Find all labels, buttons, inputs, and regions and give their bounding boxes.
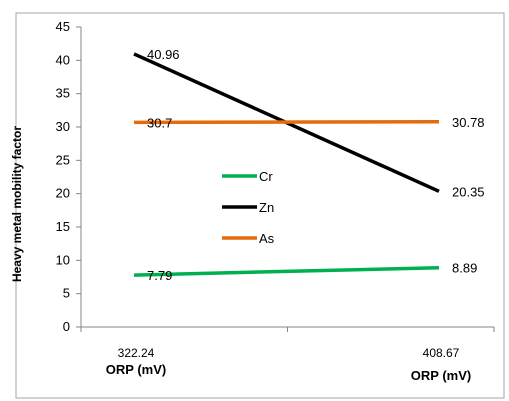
legend-label-as: As [259,231,275,246]
legend-label-cr: Cr [259,169,273,184]
y-tick-label: 20 [56,186,70,201]
chart-border [15,12,505,399]
y-tick-label: 40 [56,52,70,67]
y-axis-title: Heavy metal mobility factor [10,126,24,282]
x-category-label-1: 408.67 [423,346,460,360]
y-tick-label: 30 [56,119,70,134]
x-axis [80,326,495,332]
data-label-as-1: 30.78 [452,115,485,130]
data-label-cr-0: 7.79 [147,268,172,283]
x-category-label-0: 322.24 [118,346,155,360]
x-axis-title-0: ORP (mV) [106,362,166,377]
legend: Cr Zn As [222,169,275,246]
y-axis: 0 5 10 15 20 25 30 35 40 45 [56,19,82,334]
y-tick-label: 10 [56,252,70,267]
y-tick-label: 45 [56,19,70,34]
data-label-zn-1: 20.35 [452,184,485,199]
data-label-zn-0: 40.96 [147,47,180,62]
y-tick-label: 5 [63,286,70,301]
legend-label-zn: Zn [259,200,274,215]
data-label-cr-1: 8.89 [452,261,477,276]
series-line-cr [133,265,440,277]
series-lines [133,52,440,277]
y-tick-label: 15 [56,219,70,234]
x-axis-title-1: ORP (mV) [411,368,471,383]
data-labels: 7.79 8.89 40.96 20.35 30.7 30.78 [147,47,485,283]
data-label-as-0: 30.7 [147,115,172,130]
series-line-as [133,120,440,125]
y-tick-label: 0 [63,319,70,334]
y-tick-label: 25 [56,152,70,167]
y-tick-label: 35 [56,86,70,101]
